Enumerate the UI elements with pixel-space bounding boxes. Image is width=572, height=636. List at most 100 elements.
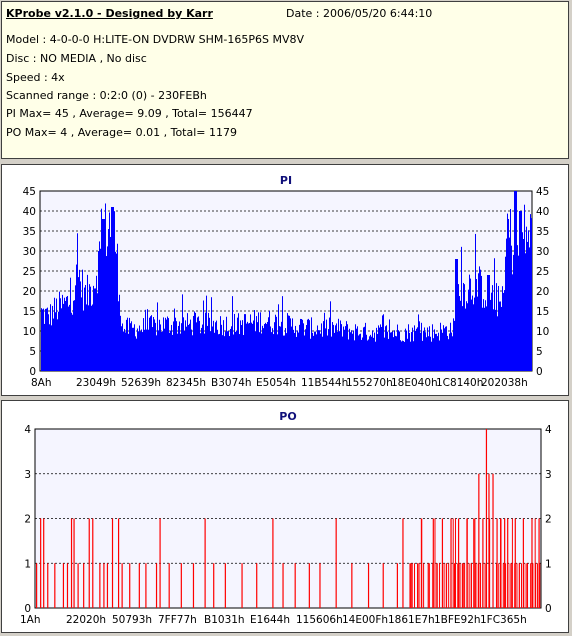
pi-bar	[176, 321, 177, 371]
pi-bar	[251, 322, 252, 371]
pi-bar	[483, 299, 484, 371]
pi-bar	[244, 314, 245, 371]
pi-bar	[222, 335, 223, 371]
pi-bar	[333, 324, 334, 371]
pi-bar	[511, 245, 512, 371]
pi-bar	[354, 340, 355, 371]
pi-bar	[298, 332, 299, 371]
pi-bar	[78, 277, 79, 371]
pi-bar	[62, 294, 63, 371]
pi-bar	[188, 324, 189, 371]
pi-bar	[264, 324, 265, 371]
pi-bar	[156, 335, 157, 371]
pi-bar	[425, 332, 426, 371]
pi-bar	[44, 323, 45, 371]
po-bar	[224, 563, 226, 608]
po-bar	[489, 518, 491, 608]
pi-bar	[211, 297, 212, 371]
pi-bar	[531, 218, 532, 371]
pi-bar	[418, 314, 419, 371]
po-bar	[43, 518, 45, 608]
pi-bar	[69, 304, 70, 371]
pi-bar	[187, 313, 188, 371]
pi-bar	[273, 334, 274, 371]
po-bar	[411, 563, 413, 608]
pi-bar	[489, 275, 490, 371]
pi-bar	[446, 326, 447, 371]
pi-bar	[121, 326, 122, 371]
pi-bar	[343, 326, 344, 371]
pi-bar	[302, 319, 303, 371]
po-bar	[192, 563, 195, 608]
pi-bar	[406, 330, 407, 371]
pi-bar	[402, 340, 403, 371]
pi-ytick-label-right: 45	[536, 186, 549, 198]
pi-bar	[235, 331, 236, 371]
pi-bar	[336, 323, 337, 371]
pi-bar	[408, 324, 409, 371]
pi-bar	[421, 322, 422, 371]
pi-bar	[63, 303, 64, 371]
pi-bar	[529, 247, 530, 371]
pi-bar	[182, 294, 183, 371]
po-bar	[470, 563, 472, 608]
pi-bar	[300, 318, 301, 371]
pi-bar	[491, 292, 492, 371]
pi-bar	[439, 340, 440, 371]
pi-bar	[495, 309, 496, 371]
pi-bar	[213, 320, 214, 371]
pi-bar	[113, 207, 114, 371]
pi-bar	[468, 289, 469, 371]
pi-bar	[453, 318, 454, 371]
pi-bar	[118, 301, 119, 371]
pi-bar	[133, 327, 134, 371]
po-bar	[505, 563, 507, 608]
pi-bar	[530, 214, 531, 371]
po-bar	[36, 563, 38, 608]
pi-bar	[208, 312, 209, 371]
pi-bar	[405, 328, 406, 371]
pi-bar	[313, 335, 314, 371]
po-ytick-label-right: 4	[545, 424, 552, 436]
pi-bar	[64, 297, 65, 371]
pi-bar	[41, 308, 42, 371]
pi-bar	[525, 253, 526, 371]
pi-bar	[217, 329, 218, 371]
po-bar	[458, 518, 460, 608]
pi-bar	[57, 319, 58, 371]
pi-bar	[98, 251, 99, 371]
pi-bar	[452, 336, 453, 371]
pi-bar	[379, 327, 380, 371]
pi-bar	[328, 329, 329, 371]
pi-bar	[523, 239, 524, 371]
pi-bar	[72, 314, 73, 371]
pi-ytick-label-left: 35	[23, 226, 36, 238]
po-bar	[504, 518, 506, 608]
pi-bar	[441, 329, 442, 371]
pi-bar	[294, 332, 295, 371]
pi-ytick-label-right: 10	[536, 326, 549, 338]
pi-bar	[268, 317, 269, 371]
pi-bar	[486, 306, 487, 371]
pi-bar	[430, 336, 431, 371]
po-bar	[480, 563, 482, 608]
pi-bar	[75, 285, 76, 371]
pi-bar	[383, 314, 384, 371]
pi-bar	[77, 233, 78, 371]
scan-date: Date : 2006/05/20 6:44:10	[286, 7, 433, 20]
pi-bar	[492, 285, 493, 371]
pi-ytick-label-right: 5	[536, 346, 543, 358]
po-bar	[99, 563, 101, 608]
pi-bar	[61, 308, 62, 371]
pi-bar	[271, 332, 272, 371]
po-xtick-label: 14E00Fh	[342, 614, 388, 626]
pi-bar	[84, 287, 85, 371]
po-xtick-label: 115606h	[296, 614, 343, 626]
pi-bar	[346, 321, 347, 371]
pi-bar	[80, 281, 81, 371]
pi-bar	[47, 307, 48, 371]
po-bar	[445, 563, 447, 608]
pi-bar	[388, 338, 389, 371]
po-bar	[418, 563, 420, 608]
po-bar	[396, 563, 398, 608]
